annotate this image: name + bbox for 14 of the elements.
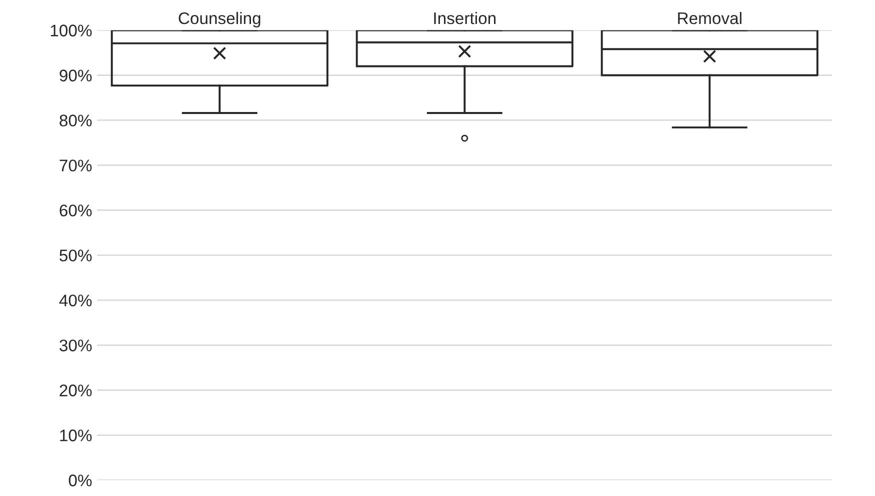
y-tick-label: 10% (60, 430, 92, 442)
y-tick-label: 40% (59, 294, 92, 306)
y-tick-label: 20% (60, 384, 92, 396)
x-tick-label: Removal (678, 12, 742, 24)
y-tick-label: 70% (60, 160, 92, 172)
y-tick-label: 100% (50, 24, 92, 36)
y-tick-label: 30% (60, 340, 92, 352)
x-tick-label: Insertion (434, 12, 496, 24)
y-tick-label: 90% (60, 70, 92, 82)
y-tick-label: 50% (60, 250, 92, 262)
y-tick-label: 0% (68, 474, 92, 486)
y-tick-label: 60% (60, 204, 92, 216)
y-tick-label: 80% (60, 114, 92, 126)
x-tick-label: Counseling (178, 12, 260, 28)
